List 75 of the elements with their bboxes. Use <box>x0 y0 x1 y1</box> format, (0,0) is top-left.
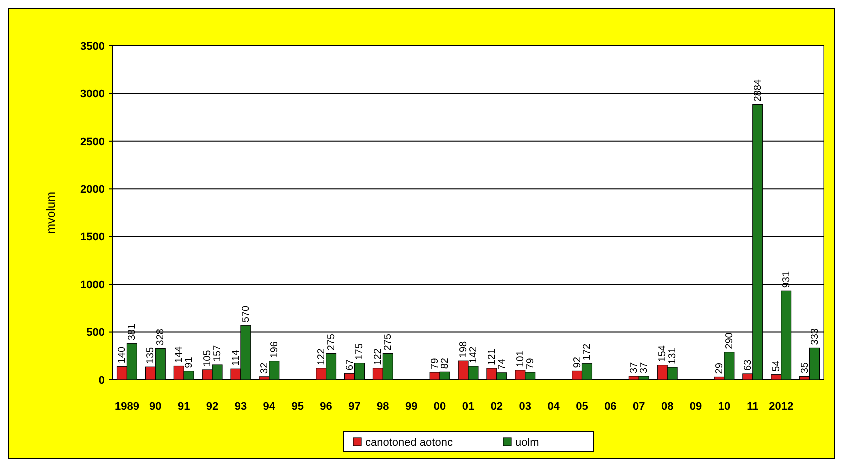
x-tick-label: 06 <box>604 401 617 413</box>
x-tick-label: 04 <box>548 401 561 413</box>
x-tick-label: 92 <box>206 401 219 413</box>
x-tick-label: 1989 <box>114 401 140 413</box>
x-tick-label: 10 <box>718 401 731 413</box>
data-label: 79 <box>525 358 536 370</box>
x-tick-label: 93 <box>234 401 248 413</box>
x-tick-label: 96 <box>320 401 332 413</box>
y-tick-label: 2000 <box>80 184 105 196</box>
data-label: 105 <box>202 350 214 367</box>
data-label: 121 <box>486 348 498 366</box>
data-label: 142 <box>468 346 480 364</box>
x-tick-label: 98 <box>377 401 390 413</box>
data-label: 29 <box>714 362 726 374</box>
x-tick-label: 09 <box>690 401 702 413</box>
data-label: 63 <box>742 359 754 371</box>
x-tick-label: 94 <box>263 401 276 413</box>
x-tick-label: 91 <box>178 401 190 413</box>
x-tick-label: 08 <box>661 401 674 413</box>
data-label: 122 <box>373 348 384 366</box>
y-tick-label: 3000 <box>80 88 105 101</box>
y-tick-label: 1500 <box>80 232 105 244</box>
data-label: 92 <box>572 356 584 368</box>
x-tick-label: 02 <box>490 401 504 413</box>
x-tick-label: 03 <box>519 401 532 413</box>
data-label: 67 <box>344 359 356 371</box>
y-axis-title: mvolum <box>44 192 58 234</box>
data-label: 333 <box>810 328 821 346</box>
data-label: 157 <box>212 344 224 362</box>
data-label: 196 <box>269 341 280 358</box>
data-label: 140 <box>117 346 128 364</box>
data-label: 198 <box>458 340 470 358</box>
data-label: 82 <box>440 358 452 370</box>
data-label: 172 <box>582 343 594 361</box>
x-tick-label: 97 <box>348 401 361 413</box>
y-tick-label: 500 <box>86 327 105 340</box>
data-label: 144 <box>174 346 186 364</box>
data-label: 2884 <box>752 79 764 102</box>
legend-label: uolm <box>516 436 540 449</box>
data-label: 931 <box>781 271 792 288</box>
data-label: 91 <box>184 356 196 368</box>
y-tick-label: 0 <box>98 374 105 387</box>
data-label: 74 <box>496 358 508 370</box>
data-label: 37 <box>639 362 650 374</box>
y-tick-label: 1000 <box>80 279 105 292</box>
y-tick-label: 2500 <box>80 136 105 148</box>
data-label: 154 <box>658 345 669 362</box>
legend-label: canotoned aotonc <box>366 436 454 449</box>
data-label: 122 <box>316 348 328 366</box>
data-label: 570 <box>240 305 252 323</box>
y-tick-label: 3500 <box>80 40 105 53</box>
data-label: 37 <box>629 362 640 374</box>
data-label: 32 <box>259 362 270 374</box>
data-label: 101 <box>515 350 526 368</box>
x-tick-label: 05 <box>576 401 588 413</box>
x-tick-label: 07 <box>633 401 646 413</box>
data-label: 131 <box>668 347 679 364</box>
x-tick-label: 2012 <box>769 401 794 413</box>
data-label: 275 <box>326 334 338 351</box>
data-label: 328 <box>156 328 167 346</box>
x-tick-label: 11 <box>747 401 759 413</box>
data-label: 275 <box>383 334 394 351</box>
x-tick-label: 01 <box>462 401 475 413</box>
x-tick-label: 95 <box>292 401 304 413</box>
x-tick-label: 00 <box>434 401 446 413</box>
data-label: 54 <box>771 360 782 372</box>
data-label: 175 <box>354 343 366 360</box>
data-label: 381 <box>127 324 138 341</box>
data-label: 79 <box>430 358 442 370</box>
data-label: 114 <box>231 350 242 366</box>
data-label: 35 <box>800 362 811 374</box>
x-tick-label: 99 <box>405 401 418 413</box>
x-tick-label: 90 <box>150 401 162 413</box>
data-label: 290 <box>724 332 736 350</box>
data-label: 135 <box>146 346 157 364</box>
